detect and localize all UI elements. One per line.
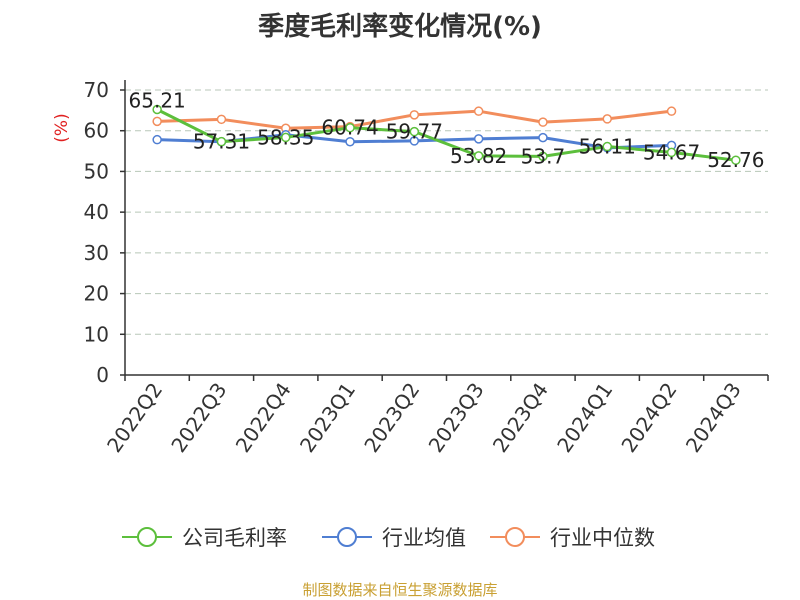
y-tick-label: 0 — [96, 363, 109, 387]
data-point — [409, 126, 420, 137]
y-tick-label: 30 — [84, 241, 109, 265]
data-point — [345, 122, 355, 133]
data-label: 60.74 — [321, 116, 378, 140]
data-point — [409, 110, 420, 120]
data-point — [666, 106, 677, 116]
data-label: 54.67 — [643, 140, 700, 164]
data-label: 59.77 — [386, 120, 443, 144]
data-point — [216, 114, 227, 125]
data-point — [281, 132, 291, 143]
data-label: 57.31 — [193, 130, 250, 154]
data-point — [152, 116, 162, 127]
data-point — [538, 132, 548, 143]
y-axis-label: (%) — [52, 113, 72, 142]
legend-entry: 行业均值 — [382, 526, 466, 550]
x-tick-label: 2022Q4 — [231, 378, 296, 457]
legend-entry: 公司毛利率 — [182, 526, 287, 550]
x-tick-label: 2023Q4 — [488, 378, 553, 457]
data-label: 65.21 — [129, 89, 186, 113]
data-point — [602, 114, 612, 124]
chart-title: 季度毛利率变化情况(%) — [258, 12, 542, 42]
data-labels: 65.21 57.31 58.35 60.74 59.77 53.82 53.7 56.11 5… — [129, 89, 765, 173]
data-point — [473, 151, 484, 161]
data-point — [152, 134, 162, 145]
x-tick-label: 2023Q1 — [295, 378, 360, 457]
x-tick-label: 2024Q3 — [681, 378, 746, 457]
x-tick-label: 2024Q1 — [552, 378, 617, 457]
x-tick-label: 2023Q2 — [359, 378, 424, 457]
data-point — [731, 155, 741, 165]
data-point — [538, 151, 548, 162]
data-label: 53.7 — [521, 144, 566, 168]
x-tick-label: 2022Q2 — [102, 378, 167, 457]
y-tick-label: 70 — [84, 78, 109, 102]
x-tick-label: 2024Q2 — [616, 378, 681, 457]
source-footer: 制图数据来自恒生聚源数据库 — [302, 581, 498, 599]
y-tick-label: 10 — [84, 322, 109, 346]
y-tick-label: 40 — [84, 200, 109, 224]
series-line — [156, 108, 737, 162]
data-point — [473, 134, 484, 144]
y-tick-label: 50 — [84, 159, 109, 183]
data-point — [152, 104, 162, 115]
legend: 公司毛利率 行业均值 行业中位数 — [122, 526, 655, 550]
series-lines — [152, 104, 741, 165]
legend-marker — [337, 527, 357, 547]
data-point — [602, 141, 612, 152]
grid-lines — [125, 89, 768, 335]
data-point — [538, 117, 548, 127]
data-point — [409, 136, 420, 146]
data-point — [666, 147, 677, 158]
y-tick-label: 20 — [84, 282, 109, 306]
data-point — [345, 136, 355, 147]
data-label: 58.35 — [257, 125, 314, 149]
data-label: 52.76 — [707, 148, 764, 172]
y-tick-label: 60 — [84, 119, 109, 143]
x-tick-label: 2023Q3 — [424, 378, 489, 457]
data-point — [216, 136, 227, 147]
data-label: 56.11 — [579, 135, 636, 159]
data-point — [473, 106, 484, 116]
legend-entry: 行业中位数 — [550, 526, 655, 550]
legend-marker — [137, 527, 157, 547]
x-tick-label: 2022Q3 — [166, 378, 231, 457]
data-label: 53.82 — [450, 144, 507, 168]
legend-marker — [505, 527, 525, 547]
